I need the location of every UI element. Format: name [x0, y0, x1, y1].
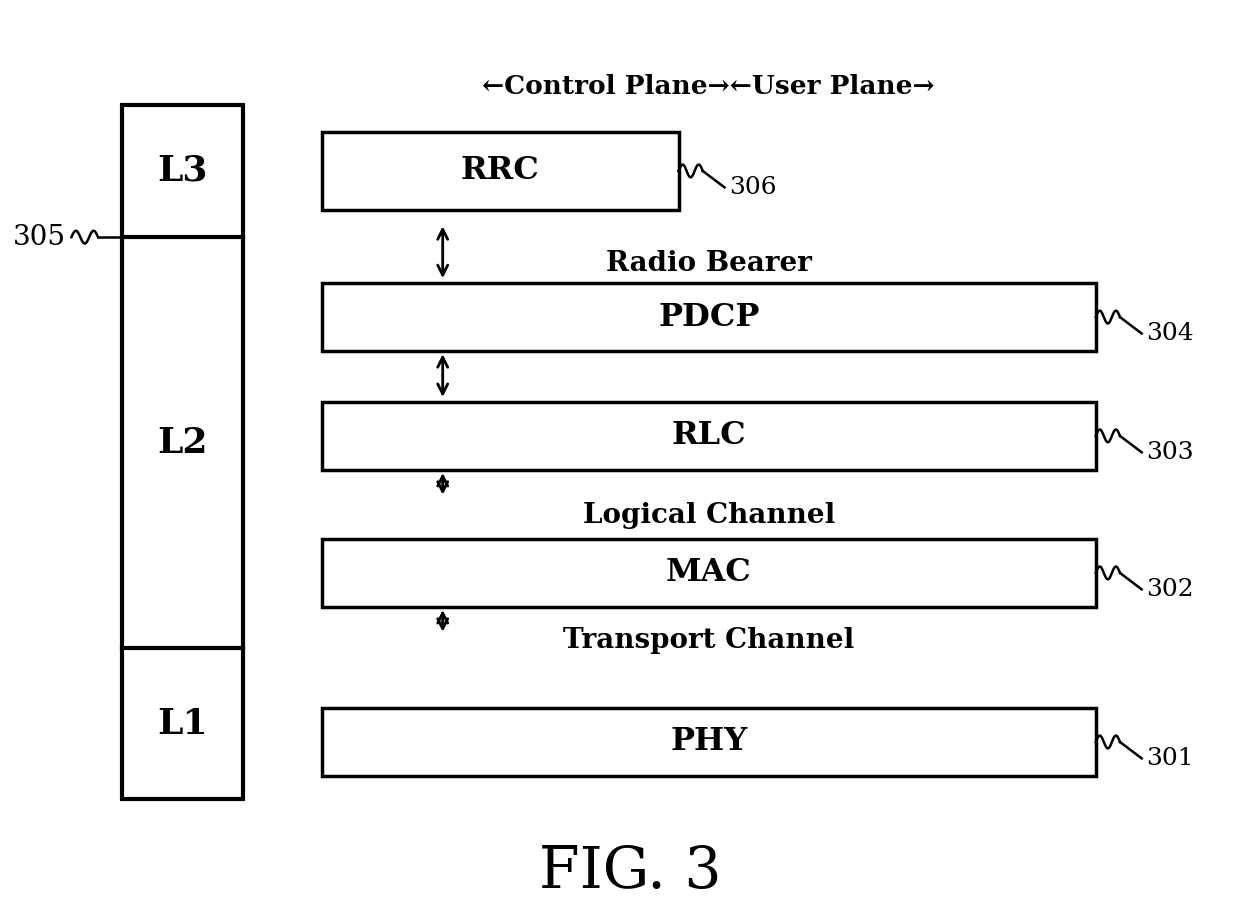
- Text: L1: L1: [157, 706, 208, 740]
- Bar: [322, 132, 679, 209]
- Text: MAC: MAC: [665, 558, 752, 588]
- Text: Transport Channel: Transport Channel: [564, 628, 855, 655]
- Text: RRC: RRC: [461, 156, 539, 186]
- Text: 303: 303: [1146, 441, 1194, 464]
- Text: PHY: PHY: [670, 727, 747, 758]
- Text: 304: 304: [1146, 322, 1194, 345]
- Text: Radio Bearer: Radio Bearer: [606, 250, 812, 278]
- Text: 305: 305: [12, 224, 66, 251]
- Text: PDCP: PDCP: [658, 301, 760, 333]
- Text: ←Control Plane→←User Plane→: ←Control Plane→←User Plane→: [482, 74, 935, 99]
- Text: 306: 306: [730, 176, 777, 199]
- Bar: [322, 283, 1095, 351]
- Bar: [322, 708, 1095, 776]
- Bar: [123, 105, 243, 799]
- Text: Logical Channel: Logical Channel: [582, 502, 835, 529]
- Text: L3: L3: [157, 154, 208, 188]
- Bar: [322, 538, 1095, 608]
- Text: RLC: RLC: [672, 420, 746, 452]
- Text: FIG. 3: FIG. 3: [539, 845, 721, 900]
- Bar: [322, 402, 1095, 470]
- Text: 302: 302: [1146, 578, 1194, 601]
- Text: 301: 301: [1146, 747, 1194, 770]
- Text: L2: L2: [157, 426, 208, 460]
